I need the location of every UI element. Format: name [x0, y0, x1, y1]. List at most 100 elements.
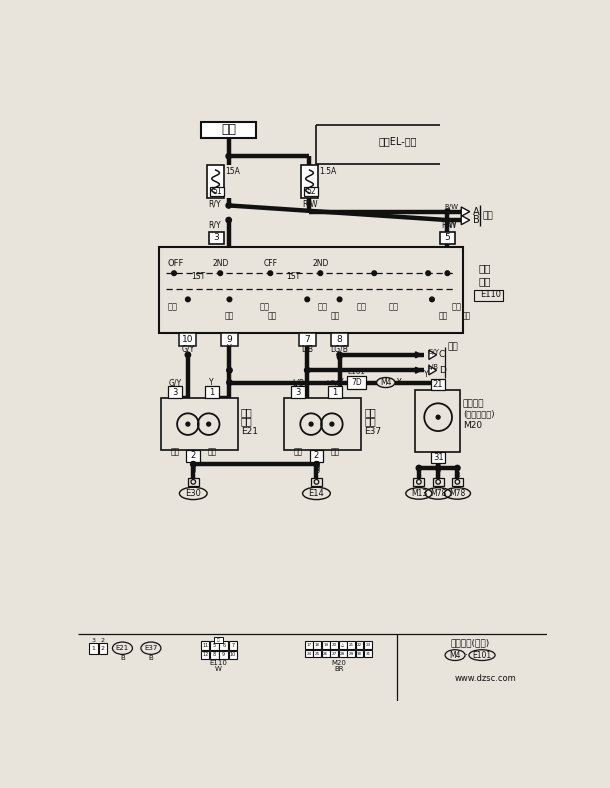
Bar — [201, 121, 256, 139]
Circle shape — [309, 422, 313, 426]
Text: 右前: 右前 — [364, 407, 376, 417]
Text: B: B — [314, 461, 319, 470]
Text: G/Y: G/Y — [181, 344, 195, 353]
Bar — [89, 643, 98, 653]
Text: E14: E14 — [309, 489, 325, 498]
Bar — [304, 187, 318, 196]
Text: 9: 9 — [222, 652, 225, 657]
Circle shape — [304, 367, 310, 373]
Text: 2ND: 2ND — [312, 259, 329, 269]
Circle shape — [186, 422, 190, 426]
Text: 车灯: 车灯 — [478, 263, 490, 273]
Text: 空档: 空档 — [451, 303, 462, 311]
Circle shape — [227, 367, 232, 373]
Text: 27: 27 — [332, 652, 337, 656]
Text: 大灯: 大灯 — [241, 416, 253, 426]
Bar — [339, 650, 346, 657]
Text: M20: M20 — [463, 421, 482, 430]
Text: 8: 8 — [213, 652, 216, 657]
Circle shape — [185, 352, 190, 358]
Text: E110: E110 — [479, 290, 501, 299]
Text: B: B — [436, 466, 440, 475]
Bar — [220, 641, 228, 650]
Bar — [331, 650, 338, 657]
Bar — [305, 650, 313, 657]
Circle shape — [226, 154, 231, 159]
Text: R/W: R/W — [303, 199, 318, 208]
Text: R/Y: R/Y — [209, 199, 221, 208]
Text: R/W: R/W — [441, 221, 457, 230]
Text: 29: 29 — [348, 652, 354, 656]
Circle shape — [318, 271, 323, 276]
Bar — [210, 651, 219, 659]
Text: 远光: 远光 — [331, 448, 340, 456]
Text: 11: 11 — [202, 643, 209, 648]
Text: G/Y: G/Y — [428, 349, 439, 355]
Text: 空档: 空档 — [259, 303, 269, 311]
Circle shape — [227, 380, 232, 385]
Text: 低档: 低档 — [168, 303, 178, 311]
Text: 3: 3 — [91, 638, 95, 643]
Bar — [314, 650, 321, 657]
Bar — [188, 478, 199, 485]
Text: B: B — [120, 655, 125, 661]
Text: 8: 8 — [337, 335, 342, 344]
Text: Y: Y — [425, 370, 429, 379]
Text: 21: 21 — [433, 381, 443, 389]
Text: Y: Y — [397, 378, 402, 387]
Circle shape — [226, 217, 231, 223]
Polygon shape — [429, 366, 437, 375]
Text: B: B — [436, 463, 440, 472]
Text: L/B: L/B — [301, 344, 314, 353]
Text: 21: 21 — [348, 643, 354, 647]
Bar — [299, 333, 316, 346]
Text: 31: 31 — [365, 652, 371, 656]
Bar — [220, 651, 228, 659]
Text: 高档: 高档 — [225, 312, 234, 321]
Bar — [201, 651, 209, 659]
Text: 28: 28 — [340, 652, 345, 656]
Text: L/B: L/B — [292, 378, 304, 387]
Circle shape — [185, 297, 190, 302]
Circle shape — [337, 352, 342, 358]
Bar — [284, 398, 361, 450]
Bar — [452, 478, 463, 485]
Circle shape — [190, 462, 196, 466]
Text: B: B — [191, 461, 196, 470]
Text: 3: 3 — [295, 388, 301, 397]
Bar — [209, 232, 224, 244]
Polygon shape — [461, 207, 470, 216]
Text: 15A: 15A — [226, 167, 240, 176]
Text: Y: Y — [227, 344, 232, 353]
Bar — [364, 641, 372, 649]
Text: 12: 12 — [202, 652, 209, 657]
Text: 1: 1 — [209, 388, 214, 397]
Bar — [99, 643, 107, 653]
Bar — [432, 478, 443, 485]
Text: R/Y: R/Y — [445, 222, 457, 229]
Bar — [356, 641, 364, 649]
Polygon shape — [429, 350, 437, 359]
Text: LG/B: LG/B — [331, 344, 348, 353]
Text: LG/B: LG/B — [327, 380, 343, 385]
Text: 1ST: 1ST — [286, 272, 301, 281]
Text: 2: 2 — [101, 645, 104, 651]
Text: 空档: 空档 — [318, 303, 328, 311]
Circle shape — [226, 203, 231, 208]
Circle shape — [337, 297, 342, 302]
Text: E37: E37 — [144, 645, 157, 651]
Bar — [440, 232, 455, 244]
Text: CFF: CFF — [264, 259, 278, 269]
Text: 开关: 开关 — [478, 276, 490, 286]
Circle shape — [305, 297, 309, 302]
Text: 51: 51 — [212, 187, 222, 196]
Text: E30: E30 — [185, 489, 201, 498]
Circle shape — [218, 271, 223, 276]
Text: 大灯: 大灯 — [364, 416, 376, 426]
Text: L/B: L/B — [428, 364, 439, 370]
Circle shape — [445, 271, 450, 276]
Text: E21: E21 — [241, 427, 258, 437]
Circle shape — [372, 271, 376, 276]
Text: E37: E37 — [364, 427, 381, 437]
Text: 5: 5 — [445, 233, 450, 242]
